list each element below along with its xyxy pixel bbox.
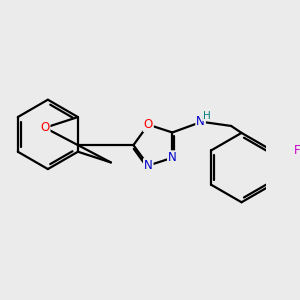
Text: H: H [202, 110, 210, 121]
Text: O: O [144, 118, 153, 131]
Text: N: N [144, 159, 153, 172]
Text: N: N [168, 151, 177, 164]
Text: N: N [196, 115, 205, 128]
Text: F: F [294, 144, 300, 157]
Text: O: O [40, 121, 50, 134]
